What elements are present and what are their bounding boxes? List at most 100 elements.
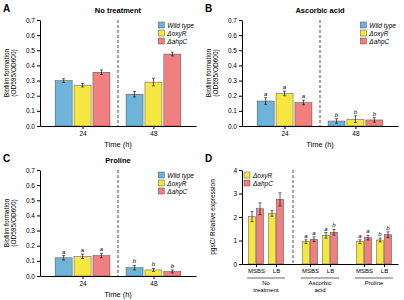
- chart-container: 0.00.10.20.30.40.50.60.72448Time (h)Wild…: [0, 0, 404, 300]
- x-axis: 2448: [243, 126, 399, 137]
- significance-label: a: [324, 226, 328, 232]
- tick-mark: [239, 194, 242, 195]
- tick: 0.4: [228, 62, 242, 69]
- error-bar: [271, 211, 274, 217]
- tick-label: 48: [150, 130, 158, 137]
- tick-label: 0.1: [228, 107, 237, 114]
- legend-swatch: [360, 30, 366, 36]
- x-axis: MSBSLBMSBSLBMSBSLB: [243, 264, 399, 274]
- error-bar: [171, 270, 174, 273]
- separator: [118, 170, 119, 276]
- tick-mark: [37, 246, 40, 247]
- panel: 0.00.10.20.30.40.50.60.72448Time (h)Wild…: [3, 3, 197, 149]
- tick-mark: [153, 276, 154, 279]
- tick-mark: [239, 217, 242, 218]
- legend-swatch: [158, 30, 164, 36]
- significance-label: a: [100, 246, 104, 252]
- tick-mark: [37, 50, 40, 51]
- error-bar: [259, 203, 262, 215]
- axis-line: [243, 126, 399, 127]
- y-axis-title: Biofilm formation(OD595/OD600): [205, 48, 220, 97]
- section-underline: [247, 278, 285, 279]
- legend-swatch: [360, 38, 366, 44]
- error-bar: [354, 116, 357, 123]
- bar: [93, 256, 110, 276]
- y-axis-title-line: pgsC/ Relative expression: [209, 179, 217, 255]
- section-label-line: acid: [314, 287, 325, 293]
- legend: Wild typeΔoxyRΔahpC: [360, 22, 396, 46]
- error-bar: [81, 83, 84, 87]
- annotations: ababab: [264, 84, 377, 118]
- legend-item: ΔoxyR: [158, 30, 186, 38]
- tick-mark: [355, 126, 356, 129]
- legend-label: ΔahpC: [252, 180, 273, 188]
- significance-label: b: [354, 109, 358, 115]
- significance-label: a: [283, 84, 287, 90]
- y-axis: 0.00.10.20.30.40.50.60.7: [26, 17, 41, 130]
- tick-label: 0.2: [26, 92, 35, 99]
- error-bar: [313, 237, 316, 242]
- legend-swatch: [158, 22, 164, 28]
- plot-area: aaababab01234MSBSLBMSBSLBMSBSLBNotreatme…: [233, 167, 398, 293]
- error-bar: [100, 253, 103, 258]
- marks: [257, 20, 383, 126]
- tick: 0.6: [26, 32, 40, 39]
- bar: [356, 242, 363, 264]
- tick-label: 0.4: [26, 212, 35, 219]
- marks: [55, 170, 181, 276]
- tick-label: 4: [233, 167, 237, 174]
- tick: 0.0: [228, 123, 242, 130]
- error-bar: [171, 52, 174, 56]
- error-bar: [325, 233, 328, 239]
- error-bar: [279, 193, 282, 206]
- bar: [93, 72, 110, 126]
- error-bar: [367, 235, 370, 240]
- tick-mark: [83, 276, 84, 279]
- tick-label: 0.2: [228, 92, 237, 99]
- section-label-line: Ascorbic: [308, 280, 331, 286]
- tick-mark: [153, 126, 154, 129]
- error-bar: [373, 118, 376, 123]
- bar: [276, 93, 293, 126]
- bar: [268, 213, 275, 264]
- tick-mark: [330, 264, 331, 267]
- tick-mark: [239, 111, 242, 112]
- legend: Wild typeΔoxyRΔahpC: [158, 22, 194, 46]
- bar: [330, 232, 337, 264]
- tick-label: 0.4: [228, 62, 237, 69]
- y-axis-title-line: Biofilm formation: [3, 48, 10, 97]
- significance-label: a: [366, 228, 370, 234]
- bar: [364, 238, 371, 264]
- tick: 0.1: [26, 107, 40, 114]
- panel-label: C: [3, 153, 10, 164]
- bar: [295, 103, 312, 126]
- tick: 0.5: [26, 197, 40, 204]
- significance-label: b: [171, 263, 175, 269]
- tick: 0.7: [228, 17, 242, 24]
- figure: 0.00.10.20.30.40.50.60.72448Time (h)Wild…: [0, 0, 404, 300]
- tick-mark: [239, 35, 242, 36]
- bar: [145, 82, 162, 126]
- tick: 0.3: [26, 77, 40, 84]
- tick: 0.0: [26, 123, 40, 130]
- tick-label: 24: [79, 280, 87, 287]
- tick-mark: [239, 50, 242, 51]
- tick-label: 0.5: [228, 47, 237, 54]
- error-bar: [379, 238, 382, 242]
- y-axis: 01234: [233, 167, 242, 268]
- tick: 0.4: [26, 212, 40, 219]
- y-axis-title-line: (OD595/OD600): [10, 49, 18, 96]
- tick-mark: [276, 264, 277, 267]
- tick-label: 0.7: [26, 17, 35, 24]
- panel-label: A: [3, 3, 10, 14]
- title: Ascorbic acid: [295, 6, 345, 15]
- tick-label: 3: [233, 190, 237, 197]
- tick: 0.1: [26, 257, 40, 264]
- tick-mark: [37, 261, 40, 262]
- tick-label: 0.3: [26, 227, 35, 234]
- tick-mark: [37, 276, 40, 277]
- error-bar: [133, 91, 136, 96]
- tick: 0.3: [26, 227, 40, 234]
- tick-mark: [37, 35, 40, 36]
- x-axis: 2448: [41, 276, 197, 287]
